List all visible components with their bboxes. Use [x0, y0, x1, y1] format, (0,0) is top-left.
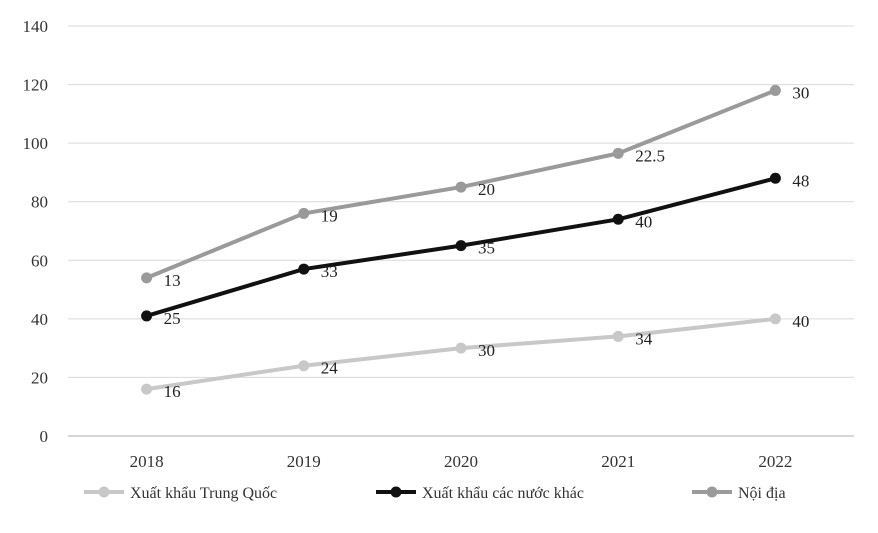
data-label: 40	[635, 212, 652, 231]
data-point	[298, 207, 310, 219]
data-point	[141, 383, 153, 395]
data-label: 19	[321, 206, 338, 225]
data-point	[298, 360, 310, 372]
legend-label: Xuất khẩu Trung Quốc	[130, 485, 277, 502]
x-axis-ticks: 2018 2019 2020 2021 2022	[130, 452, 793, 471]
data-point	[455, 342, 467, 354]
data-point	[298, 263, 310, 275]
data-point	[612, 213, 624, 225]
x-tick-label: 2018	[130, 452, 164, 471]
y-tick-label: 140	[23, 17, 49, 36]
data-label: 30	[478, 341, 495, 360]
series-line-0	[144, 316, 778, 392]
data-point	[769, 84, 781, 96]
legend-label: Xuất khẩu các nước khác	[422, 485, 584, 502]
legend-marker	[706, 486, 718, 498]
data-point	[612, 330, 624, 342]
data-point	[612, 147, 624, 159]
x-tick-label: 2019	[287, 452, 321, 471]
y-tick-label: 100	[23, 134, 49, 153]
data-label: 30	[792, 83, 809, 102]
legend: Xuất khẩu Trung Quốc Xuất khẩu các nước k…	[84, 485, 786, 502]
gridlines	[68, 25, 854, 437]
legend-label: Nội địa	[738, 485, 786, 502]
data-point	[769, 172, 781, 184]
legend-marker	[390, 486, 402, 498]
data-label: 24	[321, 359, 339, 378]
y-tick-label: 40	[31, 310, 48, 329]
data-label: 16	[164, 382, 181, 401]
data-point	[455, 181, 467, 193]
data-labels: 16 24 30 34 40 25 33 35 40 48 13 19 20 22.5 30	[164, 83, 810, 401]
data-point	[141, 272, 153, 284]
x-tick-label: 2022	[758, 452, 792, 471]
data-label: 33	[321, 262, 338, 281]
data-point	[769, 313, 781, 325]
series-lines	[141, 84, 781, 395]
data-point	[141, 310, 153, 322]
data-label: 25	[164, 309, 181, 328]
y-axis-ticks: 0 20 40 60 80 100 120 140	[23, 17, 49, 446]
y-tick-label: 80	[31, 193, 48, 212]
data-label: 22.5	[635, 146, 665, 165]
data-label: 13	[164, 271, 181, 290]
y-tick-label: 0	[40, 427, 49, 446]
x-tick-label: 2021	[601, 452, 635, 471]
data-label: 20	[478, 180, 495, 199]
legend-marker	[98, 486, 110, 498]
data-label: 48	[792, 171, 809, 190]
data-label: 35	[478, 239, 495, 258]
data-label: 40	[792, 312, 809, 331]
y-tick-label: 120	[23, 76, 49, 95]
x-tick-label: 2020	[444, 452, 478, 471]
data-label: 34	[635, 329, 653, 348]
y-tick-label: 60	[31, 251, 48, 270]
data-point	[455, 240, 467, 252]
y-tick-label: 20	[31, 368, 48, 387]
